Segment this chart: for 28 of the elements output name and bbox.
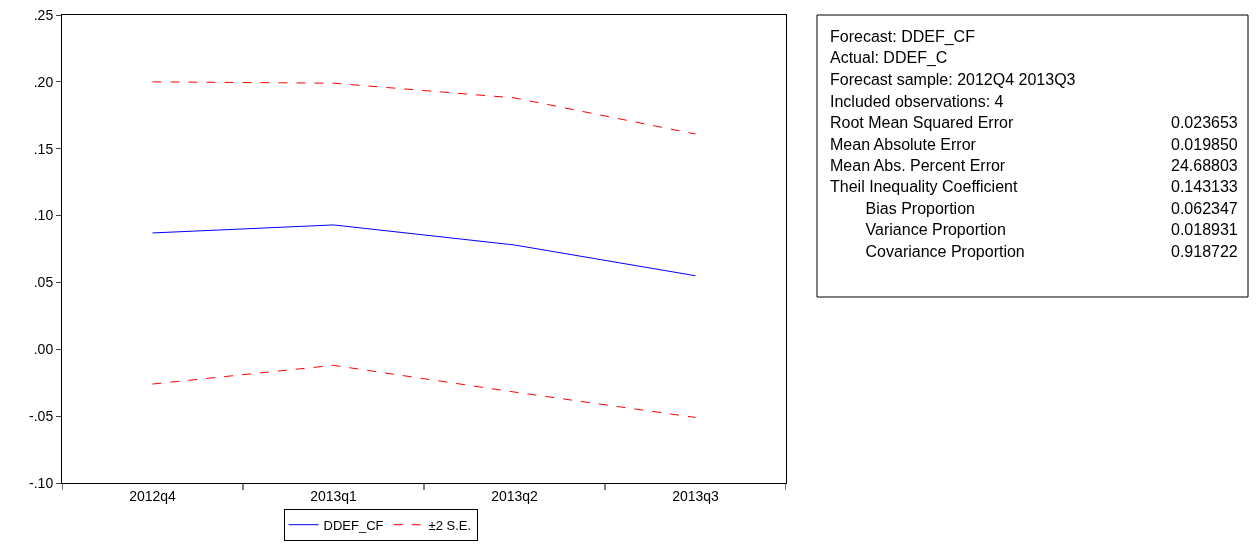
text: Forecast: DDEF_CF (830, 28, 976, 46)
text: Actual: DDEF_C (830, 49, 948, 67)
y-tick-label: .20 (33, 73, 54, 90)
y-tick-label: .10 (33, 207, 54, 224)
y-tick-label: -.10 (29, 474, 54, 491)
text: Forecast sample: 2012Q4 2013Q3 (830, 71, 1076, 88)
line-series (152, 224, 696, 277)
legend-label: ±2 S.E. (428, 517, 472, 533)
text: Mean Absolute Error 0.019850 (830, 136, 1238, 153)
text: Covariance Proportion 0.918722 (865, 243, 1238, 260)
x-tick-label: 2013q2 (491, 487, 539, 504)
line-series (152, 364, 696, 418)
x-tick-label: 2012q4 (129, 487, 177, 504)
line-series (152, 81, 696, 135)
text: Variance Proportion 0.018931 (865, 221, 1238, 238)
y-tick-label: -.05 (29, 408, 54, 425)
text: Included observations: 4 (830, 93, 1004, 110)
text: Mean Abs. Percent Error 24.68803 (830, 157, 1238, 174)
y-tick-label: .05 (33, 274, 54, 291)
y-tick-label: .25 (33, 6, 54, 23)
y-tick-label: .00 (33, 341, 54, 358)
legend-label: DDEF_CF (323, 517, 384, 533)
text: Theil Inequality Coefficient 0.143133 (830, 178, 1238, 195)
text: Bias Proportion 0.062347 (865, 200, 1238, 217)
text: Root Mean Squared Error 0.023653 (830, 114, 1238, 131)
x-tick-label: 2013q1 (310, 487, 358, 504)
x-tick-label: 2013q3 (672, 487, 720, 504)
y-tick-label: .15 (33, 140, 54, 157)
